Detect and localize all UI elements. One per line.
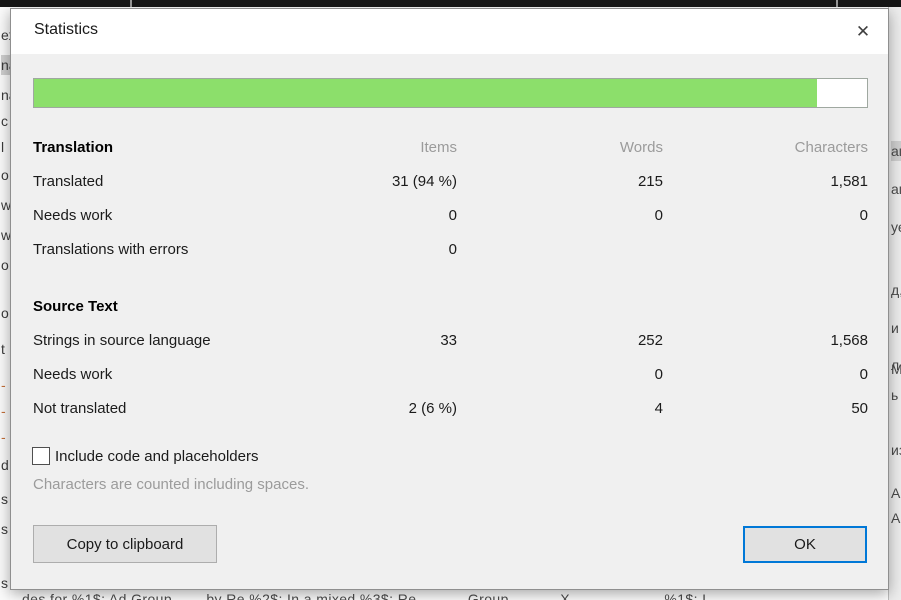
column-header-characters: Characters xyxy=(794,138,868,156)
row-items: 0 xyxy=(448,206,457,224)
row-label: Strings in source language xyxy=(33,331,211,349)
row-label: Translated xyxy=(33,172,104,190)
dialog-title: Statistics xyxy=(34,21,99,38)
background-top-bar xyxy=(0,0,901,7)
characters-note: Characters are counted including spaces. xyxy=(33,476,309,493)
background-text-fragment: Ас xyxy=(891,485,901,501)
row-label: Translations with errors xyxy=(33,240,189,258)
column-header-words: Words xyxy=(619,138,663,156)
row-items: 31 (94 %) xyxy=(391,172,457,190)
background-text-fragment: л, xyxy=(891,357,901,373)
row-label: Not translated xyxy=(33,399,127,417)
progress-bar xyxy=(33,78,868,108)
background-text-fragment: t xyxy=(1,341,5,357)
table-section-row: Source Text xyxy=(33,289,868,323)
table-section-title: Source Text xyxy=(33,297,118,315)
background-text-fragment: o xyxy=(1,257,9,273)
background-text-fragment: - xyxy=(1,403,6,419)
row-words: 215 xyxy=(637,172,663,190)
background-text-fragment: из xyxy=(891,442,901,458)
table-header-row: Translation Items Words Characters xyxy=(33,130,868,164)
table-row: Translations with errors 0 xyxy=(33,232,868,266)
background-text-fragment: s xyxy=(1,575,8,591)
row-characters: 0 xyxy=(859,206,868,224)
background-text-fragment: na xyxy=(1,55,10,75)
background-text-fragment: Ас xyxy=(891,510,901,526)
background-text-fragment: s xyxy=(1,491,8,507)
background-text-fragment: l xyxy=(1,139,5,155)
background-text-fragment: М xyxy=(891,359,901,379)
row-words: 0 xyxy=(654,365,663,383)
background-text-fragment: и xyxy=(891,320,899,336)
row-items: 33 xyxy=(440,331,457,349)
background-text-fragment: o xyxy=(1,167,9,183)
progress-fill xyxy=(34,79,818,107)
row-characters: 0 xyxy=(859,365,868,383)
row-label: Needs work xyxy=(33,206,113,224)
background-text-fragment: d xyxy=(1,457,9,473)
ok-button[interactable]: OK xyxy=(743,526,867,563)
background-top-tick xyxy=(130,0,132,7)
background-text-fragment: д, xyxy=(891,282,901,298)
row-words: 4 xyxy=(654,399,663,417)
include-code-checkbox-row[interactable]: Include code and placeholders xyxy=(32,447,258,465)
row-characters: 1,581 xyxy=(830,172,868,190)
background-text-fragment: na xyxy=(1,87,10,103)
row-items: 2 (6 %) xyxy=(408,399,457,417)
background-text-fragment: ex xyxy=(1,27,10,43)
background-text-fragment: o xyxy=(1,305,9,321)
row-items: 0 xyxy=(448,240,457,258)
column-header-items: Items xyxy=(420,138,457,156)
table-row: Strings in source language 33 252 1,568 xyxy=(33,323,868,357)
background-text-fragment: - xyxy=(1,429,6,445)
background-right-strip: аг аг уе д, и л,Мь из Ас Ас xyxy=(888,7,901,600)
background-text-fragment: - xyxy=(1,377,6,393)
background-text-fragment: уе xyxy=(891,219,901,235)
background-text-fragment: аг xyxy=(891,141,901,161)
background-text-fragment: s xyxy=(1,521,8,537)
copy-to-clipboard-button[interactable]: Copy to clipboard xyxy=(33,525,217,563)
close-icon[interactable]: ✕ xyxy=(855,22,871,41)
row-characters: 1,568 xyxy=(830,331,868,349)
include-code-checkbox-label: Include code and placeholders xyxy=(55,447,259,465)
background-text-fragment: w xyxy=(1,197,10,213)
background-text-fragment: ь xyxy=(891,387,899,403)
background-top-tick xyxy=(836,0,838,7)
dialog-titlebar: Statistics ✕ xyxy=(11,9,888,54)
background-text-fragment: w xyxy=(1,227,10,243)
row-characters: 50 xyxy=(851,399,868,417)
background-text-fragment: аг xyxy=(891,181,901,197)
row-words: 0 xyxy=(654,206,663,224)
background-bottom-text: des for %1$: Ad Group by Re %2$: In a mi… xyxy=(22,591,707,600)
table-header-section: Translation xyxy=(33,138,114,156)
background-text-fragment: c xyxy=(1,113,8,129)
statistics-table: Translation Items Words Characters Trans… xyxy=(33,130,868,425)
table-row: Not translated 2 (6 %) 4 50 xyxy=(33,391,868,425)
table-row: Needs work 0 0 xyxy=(33,357,868,391)
table-row: Needs work 0 0 0 xyxy=(33,198,868,232)
table-row: Translated 31 (94 %) 215 1,581 xyxy=(33,164,868,198)
row-words: 252 xyxy=(637,331,663,349)
statistics-dialog: Statistics ✕ Translation Items Words Cha… xyxy=(10,8,889,590)
checkbox-unchecked-icon[interactable] xyxy=(32,447,50,465)
row-label: Needs work xyxy=(33,365,113,383)
